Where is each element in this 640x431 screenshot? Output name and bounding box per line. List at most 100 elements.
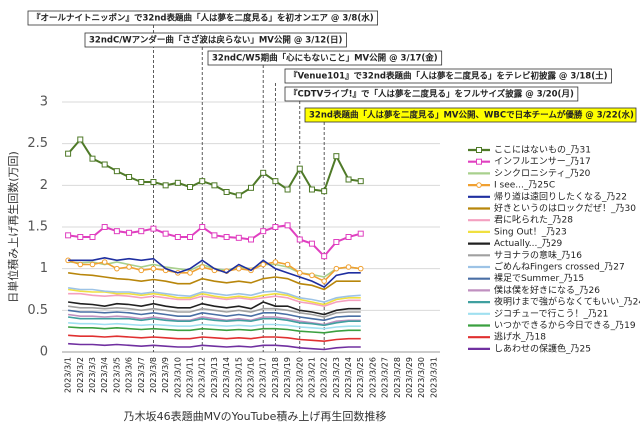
- series-line: [67, 272, 361, 291]
- series-line: [67, 316, 361, 327]
- x-tick-label: 2023/3/9: [161, 357, 170, 393]
- point: [126, 174, 133, 180]
- x-tick-label: 2023/3/20: [295, 357, 304, 398]
- point: [126, 229, 133, 236]
- y-tick-label: 2: [40, 178, 48, 193]
- legend-label: 君に叱られた_乃28: [494, 215, 573, 226]
- x-tick-label: 2023/3/27: [381, 357, 390, 398]
- legend-label: I see..._乃25C: [494, 180, 555, 191]
- point: [126, 264, 132, 270]
- legend-label: しあわせの保護色_乃25: [494, 342, 591, 354]
- point: [114, 265, 120, 272]
- point: [77, 234, 84, 240]
- x-tick-label: 2023/3/21: [307, 357, 316, 398]
- legend-label: 夜明けまで強がらなくてもいい_乃24: [494, 296, 640, 308]
- legend-label: ジコチューで行こう！_乃21: [494, 307, 608, 319]
- legend-label: ごめんねFingers crossed_乃27: [494, 261, 625, 273]
- series-line: [68, 334, 361, 342]
- point: [357, 265, 364, 272]
- x-tick-label: 2023/3/2: [76, 357, 85, 393]
- point: [296, 165, 303, 172]
- point: [296, 236, 303, 243]
- x-tick-label: 2023/3/30: [417, 357, 426, 398]
- series-line: [68, 292, 361, 307]
- point: [199, 264, 206, 270]
- x-tick-label: 2023/3/24: [344, 357, 353, 398]
- x-tick-label: 2023/3/14: [222, 357, 231, 398]
- point: [333, 265, 340, 272]
- y-axis-label: 日単位積み上げ再生回数(万回): [6, 151, 20, 303]
- point: [113, 168, 120, 175]
- point: [101, 161, 108, 168]
- point: [211, 232, 218, 239]
- point: [357, 178, 364, 185]
- x-tick-label: 2023/3/28: [393, 357, 402, 398]
- legend-label: 帰り道は遠回りしたくなる_乃22: [494, 190, 627, 202]
- legend-label: 好きというのはロックだぜ！_乃30: [494, 202, 636, 214]
- point: [284, 186, 291, 193]
- point: [357, 230, 364, 237]
- point: [77, 261, 84, 268]
- point: [174, 234, 181, 240]
- series-line: [67, 224, 362, 258]
- y-tick-label: 3: [40, 95, 48, 110]
- x-tick-label: 2023/3/15: [234, 357, 243, 398]
- point: [101, 259, 108, 265]
- x-tick-label: 2023/3/6: [125, 357, 134, 393]
- legend-label: ここにはないもの_乃31: [494, 145, 591, 156]
- point: [150, 265, 157, 272]
- annotation-box: [304, 107, 637, 123]
- annotation-box: [84, 32, 347, 48]
- y-tick-label: 1: [40, 261, 48, 276]
- legend-marker: [476, 182, 482, 188]
- series-line: [67, 305, 361, 318]
- chart-title: 乃木坂46表題曲MVのYouTube積み上げ再生回数推移: [124, 409, 387, 423]
- point: [272, 224, 279, 230]
- point: [284, 222, 291, 229]
- point: [162, 230, 169, 237]
- legend-label: 裸足でSummer_乃15: [494, 272, 584, 284]
- series-line: [68, 257, 361, 288]
- point: [345, 234, 352, 240]
- point: [223, 234, 230, 240]
- x-tick-label: 2023/3/4: [100, 357, 109, 393]
- point: [101, 224, 108, 230]
- legend-label: Sing Out！_乃23: [494, 226, 567, 237]
- legend-marker: [476, 147, 482, 153]
- x-tick-label: 2023/3/12: [198, 357, 207, 398]
- x-tick-label: 2023/3/7: [137, 357, 146, 393]
- legend-marker: [476, 158, 482, 165]
- series-line: [67, 309, 361, 322]
- point: [138, 228, 145, 235]
- series-line: [67, 301, 361, 316]
- series-line: [67, 313, 361, 326]
- point: [272, 259, 279, 265]
- point: [162, 182, 169, 189]
- point: [333, 153, 340, 160]
- series-line: [68, 342, 361, 351]
- point: [199, 224, 206, 230]
- y-tick-label: 1.5: [27, 220, 48, 235]
- point: [65, 150, 72, 157]
- legend-label: 僕は僕を好きになる_乃26: [494, 284, 600, 296]
- legend-label: 逃げ水_乃18: [494, 331, 546, 343]
- point: [345, 176, 352, 183]
- point: [296, 270, 303, 276]
- point: [77, 136, 84, 143]
- x-tick-label: 2023/3/17: [259, 357, 268, 398]
- legend-label: インフルエンサー_乃17: [494, 156, 591, 167]
- point: [223, 189, 230, 195]
- point: [89, 261, 96, 268]
- annotation-box: [27, 10, 378, 26]
- x-tick-label: 2023/3/13: [210, 357, 219, 398]
- point: [65, 232, 72, 239]
- annotation-box: [284, 68, 612, 84]
- point: [309, 272, 315, 279]
- legend-label: サヨナラの意味_乃16: [494, 249, 582, 261]
- point: [174, 179, 181, 186]
- point: [248, 236, 254, 243]
- x-tick-label: 2023/3/3: [88, 357, 97, 393]
- x-tick-label: 2023/3/29: [405, 357, 414, 398]
- point: [235, 192, 242, 199]
- y-tick-label: 2.5: [27, 136, 48, 151]
